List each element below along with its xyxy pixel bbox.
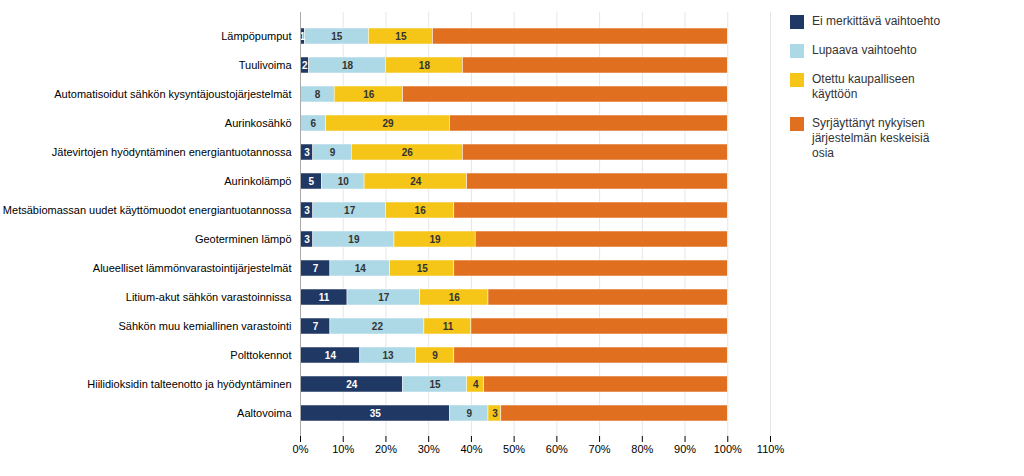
svg-text:11: 11 [319, 292, 330, 303]
svg-text:19: 19 [348, 234, 360, 245]
svg-text:15: 15 [430, 379, 442, 390]
svg-text:Tuulivoima: Tuulivoima [239, 59, 293, 71]
svg-text:90%: 90% [674, 443, 696, 455]
svg-text:5: 5 [308, 176, 314, 187]
svg-text:35: 35 [370, 408, 382, 419]
svg-text:29: 29 [383, 118, 395, 129]
html-text:Otettu kaupalliseen käyttöön: Otettu kaupalliseen käyttöön [812, 72, 915, 101]
svg-text:7: 7 [313, 321, 319, 332]
svg-text:Hiilidioksidin talteenotto ja: Hiilidioksidin talteenotto ja hyödyntämi… [87, 378, 291, 390]
svg-text:3: 3 [304, 147, 310, 158]
svg-text:3: 3 [304, 234, 310, 245]
svg-text:11: 11 [443, 321, 454, 332]
svg-text:Aurinkosähkö: Aurinkosähkö [225, 117, 292, 129]
svg-text:17: 17 [378, 292, 390, 303]
svg-text:40%: 40% [460, 443, 482, 455]
svg-text:110%: 110% [757, 443, 785, 455]
svg-text:16: 16 [363, 89, 375, 100]
html-text:Syrjäyttänyt nykyisen järjeste: Syrjäyttänyt nykyisen järjestelmän keske… [812, 116, 930, 160]
svg-text:7: 7 [313, 263, 319, 274]
svg-text:9: 9 [466, 408, 472, 419]
svg-text:16: 16 [449, 292, 461, 303]
svg-text:Metsäbiomassan uudet käyttömuo: Metsäbiomassan uudet käyttömuodot energi… [3, 204, 293, 216]
svg-text:18: 18 [419, 60, 431, 71]
svg-text:26: 26 [402, 147, 414, 158]
svg-text:17: 17 [344, 205, 356, 216]
svg-text:50%: 50% [503, 443, 525, 455]
svg-text:70%: 70% [589, 443, 611, 455]
svg-text:Geoterminen lämpö: Geoterminen lämpö [195, 233, 292, 245]
svg-text:9: 9 [330, 147, 336, 158]
svg-text:24: 24 [346, 379, 358, 390]
svg-text:Jätevirtojen hyödyntäminen ene: Jätevirtojen hyödyntäminen energiantuota… [52, 146, 293, 158]
svg-text:19: 19 [430, 234, 442, 245]
svg-text:100%: 100% [714, 443, 742, 455]
svg-text:60%: 60% [546, 443, 568, 455]
svg-text:80%: 80% [631, 443, 653, 455]
svg-text:Polttokennot: Polttokennot [230, 349, 291, 361]
svg-text:10: 10 [338, 176, 350, 187]
svg-text:15: 15 [331, 31, 343, 42]
svg-text:3: 3 [492, 408, 498, 419]
svg-text:30%: 30% [418, 443, 440, 455]
svg-text:Lämpöpumput: Lämpöpumput [221, 30, 291, 42]
svg-text:Automatisoidut sähkön kysyntäj: Automatisoidut sähkön kysyntäjoustojärje… [54, 88, 291, 100]
html-text:Ei merkittävä vaihtoehto: Ei merkittävä vaihtoehto [812, 14, 941, 28]
svg-text:15: 15 [417, 263, 429, 274]
svg-text:Sähkön muu kemiallinen varasto: Sähkön muu kemiallinen varastointi [118, 320, 291, 332]
svg-text:20%: 20% [375, 443, 397, 455]
svg-text:Litium-akut sähkön varastoinni: Litium-akut sähkön varastoinnissa [126, 291, 293, 303]
svg-text:0%: 0% [293, 443, 309, 455]
svg-text:14: 14 [325, 350, 337, 361]
svg-text:18: 18 [342, 60, 354, 71]
svg-text:Aaltovoima: Aaltovoima [237, 407, 292, 419]
svg-text:13: 13 [383, 350, 395, 361]
svg-text:14: 14 [355, 263, 367, 274]
svg-text:16: 16 [415, 205, 427, 216]
svg-text:3: 3 [304, 205, 310, 216]
svg-text:4: 4 [473, 379, 479, 390]
svg-text:2: 2 [302, 60, 308, 71]
svg-text:24: 24 [410, 176, 422, 187]
svg-text:Alueelliset lämmönvarastointij: Alueelliset lämmönvarastointijärjestelmä… [93, 262, 292, 274]
svg-text:10%: 10% [332, 443, 354, 455]
svg-text:22: 22 [372, 321, 384, 332]
svg-text:15: 15 [395, 31, 407, 42]
svg-text:8: 8 [315, 89, 321, 100]
svg-text:1: 1 [299, 30, 306, 42]
html-text:Lupaava vaihtoehto: Lupaava vaihtoehto [812, 43, 917, 57]
svg-text:9: 9 [432, 350, 438, 361]
svg-text:Aurinkolämpö: Aurinkolämpö [224, 175, 291, 187]
svg-text:6: 6 [311, 118, 317, 129]
